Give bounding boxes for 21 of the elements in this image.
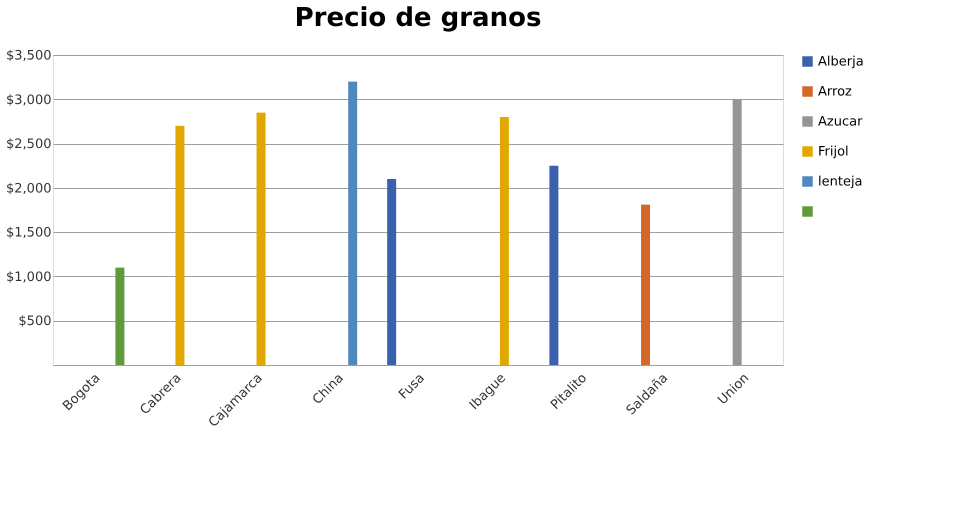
bar [641,204,650,365]
legend-label: Arroz [818,84,852,100]
bar [115,268,124,365]
bar [549,166,558,365]
legend-label: lenteja [818,174,863,190]
y-tick-label: $3,500 [6,48,52,64]
bar [500,117,509,365]
bar [387,179,396,365]
bar [348,82,358,365]
legend-label: Frijol [818,144,849,160]
bar [175,126,184,365]
legend-label: Azucar [818,114,864,130]
y-tick-label: $2,500 [6,137,52,152]
y-tick-label: $1,500 [6,226,52,241]
chart-title: Precio de granos [294,3,542,33]
bar [256,112,266,365]
y-tick-label: $3,000 [6,92,52,108]
legend-label: Alberja [818,54,864,70]
y-tick-label: $2,000 [6,181,52,196]
y-tick-label: $500 [18,314,52,330]
y-tick-label: $1,000 [6,270,52,285]
